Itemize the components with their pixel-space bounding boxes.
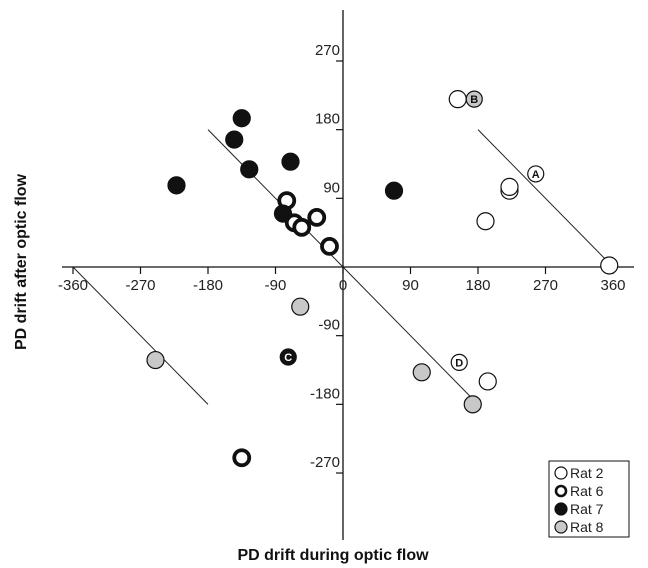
- data-point-rat-6-2: [292, 217, 312, 237]
- legend-label-rat-7: Rat 7: [570, 501, 604, 517]
- x-tick-label: -270: [125, 277, 155, 294]
- data-point-rat-7-6: [273, 204, 293, 223]
- annotation-marker-b: [465, 90, 483, 108]
- x-ticks: -360 -270 -180 -90 0 90 180 270 360: [58, 267, 626, 294]
- x-tick-label: -360: [58, 277, 88, 294]
- data-point-rat-2-5: [600, 256, 619, 275]
- legend-label-rat-2: Rat 2: [570, 465, 604, 481]
- data-point-rat-7-2: [240, 160, 259, 179]
- axes: [62, 10, 634, 540]
- annotation-marker-c: [279, 348, 297, 366]
- annotation-label-c: C: [284, 352, 292, 364]
- data-point-rat-8-1: [146, 350, 165, 370]
- data-point-rat-2-4: [478, 372, 497, 391]
- data-point-rat-8-0: [291, 297, 310, 316]
- data-points: [146, 90, 619, 468]
- y-tick-label: -90: [318, 317, 340, 334]
- legend-marker-rat-8: [554, 520, 568, 534]
- x-tick-label: -90: [265, 277, 287, 294]
- x-tick-label: -180: [193, 277, 223, 294]
- data-point-rat-6-5: [232, 448, 252, 468]
- x-tick-label: 90: [402, 277, 419, 294]
- y-tick-label: 270: [315, 42, 340, 59]
- y-tick-label: 180: [315, 111, 340, 128]
- data-point-rat-6-3: [307, 208, 327, 227]
- data-point-rat-7-5: [384, 181, 404, 200]
- data-point-rat-8-3: [463, 395, 482, 414]
- data-point-rat-7-4: [167, 176, 186, 195]
- y-axis-title: PD drift after optic flow: [13, 173, 30, 350]
- reference-line-3: [477, 129, 614, 268]
- x-tick-label: 360: [600, 277, 625, 294]
- annotations: A B C D: [279, 90, 545, 371]
- data-point-rat-2-3: [500, 177, 519, 196]
- legend-label-rat-6: Rat 6: [570, 483, 604, 499]
- reference-line-2: [342, 266, 479, 405]
- annotation-marker-a: [527, 165, 545, 183]
- annotation-label-a: A: [532, 169, 540, 181]
- x-tick-label: 270: [533, 277, 558, 294]
- x-tick-label: 0: [339, 277, 347, 294]
- annotation-label-d: D: [455, 357, 463, 369]
- y-tick-label: 90: [323, 179, 340, 196]
- legend: Rat 2 Rat 6 Rat 7 Rat 8: [548, 460, 630, 538]
- data-point-rat-7-1: [225, 130, 244, 149]
- data-point-rat-8-2: [412, 363, 431, 382]
- y-ticks: -270 -180 -90 90 180 270: [310, 42, 343, 474]
- y-tick-label: -270: [310, 454, 340, 471]
- legend-marker-rat-6: [554, 484, 568, 498]
- annotation-label-b: B: [470, 94, 478, 106]
- x-tick-label: 180: [465, 277, 490, 294]
- data-point-rat-2-0: [448, 90, 467, 109]
- legend-marker-rat-7: [554, 502, 568, 516]
- data-point-rat-7-3: [281, 152, 300, 171]
- x-axis-title: PD drift during optic flow: [237, 547, 429, 564]
- legend-marker-rat-2: [554, 466, 568, 480]
- reference-line-0: [72, 266, 209, 405]
- legend-label-rat-8: Rat 8: [570, 519, 604, 535]
- data-point-rat-6-4: [320, 236, 339, 256]
- annotation-marker-d: [450, 353, 468, 371]
- data-point-rat-2-1: [476, 212, 495, 231]
- data-point-rat-7-0: [232, 109, 251, 128]
- y-tick-label: -180: [310, 385, 340, 402]
